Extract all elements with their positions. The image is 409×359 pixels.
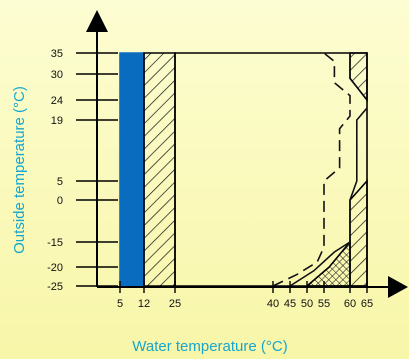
region-hatched-1 <box>143 52 176 287</box>
y-tick-label: -20 <box>47 262 63 274</box>
axes-layer <box>86 10 408 298</box>
ticks-layer: 5 12 25 40 45 50 55 60 65 -25 -20 -15 0 5 19 24 30 35 <box>47 48 373 310</box>
x-tick-label: 60 <box>344 298 356 310</box>
boundary-lines-layer <box>272 52 368 287</box>
y-tick-label: 30 <box>51 69 63 81</box>
y-tick-label: -25 <box>47 281 63 293</box>
y-axis-title: Outside temperature (°C) <box>11 86 28 254</box>
region-solid-0 <box>119 52 145 287</box>
boundary-line-solid-1 <box>289 107 368 287</box>
x-axis-arrow-icon <box>388 276 408 298</box>
boundary-line-solid-2 <box>349 53 358 88</box>
boundary-line-dashed-0 <box>272 52 351 287</box>
x-tick-label: 50 <box>301 298 313 310</box>
y-tick-label: 0 <box>57 195 63 207</box>
y-tick-label: -15 <box>47 237 63 249</box>
region-hatched-4 <box>349 178 368 287</box>
x-tick-label: 5 <box>117 298 123 310</box>
regions-layer <box>119 52 368 287</box>
y-tick-label: 19 <box>51 115 63 127</box>
y-tick-label: 35 <box>51 48 63 60</box>
y-tick-label: 24 <box>51 95 63 107</box>
y-axis-arrow-icon <box>86 10 108 32</box>
y-tick-label: 5 <box>57 176 63 188</box>
x-tick-label: 12 <box>138 298 150 310</box>
x-tick-label: 25 <box>169 298 181 310</box>
x-tick-label: 45 <box>284 298 296 310</box>
x-tick-label: 65 <box>361 298 373 310</box>
region-hatched-3 <box>349 52 368 103</box>
region-outline-2 <box>174 52 368 287</box>
x-tick-label: 55 <box>318 298 330 310</box>
x-axis-title: Water temperature (°C) <box>132 338 287 355</box>
x-tick-label: 40 <box>267 298 279 310</box>
region-cross-hatched-5 <box>304 239 351 287</box>
